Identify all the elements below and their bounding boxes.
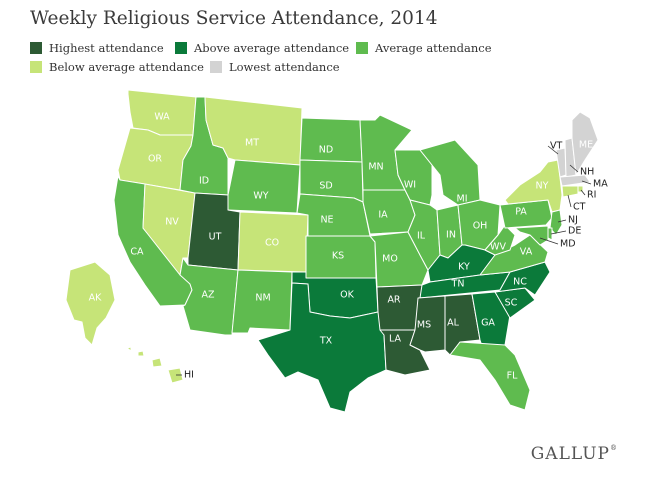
state-ct [561, 185, 579, 198]
state-label-nd: ND [319, 145, 333, 156]
brand-mark: ® [610, 444, 618, 452]
state-wv [484, 224, 516, 256]
state-ny [504, 159, 563, 213]
legend-item-highest: Highest attendance [30, 41, 164, 55]
state-shapes [65, 89, 599, 413]
gallup-logo: GALLUP® [531, 444, 618, 464]
leader-line-vt [547, 145, 559, 155]
state-label-sd: SD [319, 181, 332, 192]
state-ma [559, 174, 591, 187]
leader-line-nj [557, 219, 567, 223]
leader-line-ri [580, 189, 586, 196]
state-label-wi: WI [404, 180, 416, 191]
state-label-tx: TX [319, 336, 333, 347]
state-label-ri: RI [587, 190, 596, 201]
state-label-mn: MN [368, 162, 383, 173]
state-label-nc: NC [513, 277, 527, 288]
legend-swatch-average [356, 42, 368, 54]
state-label-nh: NH [580, 167, 594, 178]
state-label-az: AZ [201, 290, 214, 301]
state-label-ar: AR [387, 295, 400, 306]
state-label-pa: PA [515, 207, 527, 218]
legend-swatch-lowest [210, 61, 222, 73]
legend-label-above: Above average attendance [194, 41, 350, 55]
state-nj [549, 209, 563, 236]
state-label-ut: UT [209, 232, 222, 243]
state-label-ca: CA [130, 247, 144, 258]
state-md [514, 225, 549, 246]
legend-swatch-above [175, 42, 187, 54]
state-label-nj: NJ [568, 215, 578, 226]
leader-line-md [539, 237, 559, 245]
state-label-il: IL [417, 231, 426, 242]
state-labels: WA OR CA NV ID MT WY UT CO AZ NM ND SD NE KS OK TX MN IA MO… [89, 112, 609, 382]
state-label-md: MD [560, 239, 576, 250]
state-label-ks: KS [332, 251, 344, 262]
state-tx [257, 282, 387, 413]
state-fl [449, 341, 531, 411]
state-label-tn: TN [451, 279, 465, 290]
state-label-oh: OH [473, 221, 488, 232]
legend-label-below: Below average attendance [49, 60, 204, 74]
leader-line-ct [567, 194, 572, 208]
legend-swatch-below [30, 61, 42, 73]
state-label-sc: SC [505, 298, 518, 309]
state-label-de: DE [568, 226, 581, 237]
legend-label-average: Average attendance [375, 41, 492, 55]
legend: Highest attendance Above average attenda… [30, 41, 630, 77]
state-label-id: ID [199, 176, 209, 187]
legend-label-lowest: Lowest attendance [229, 60, 340, 74]
state-label-ma: MA [593, 179, 608, 190]
leader-line-de [550, 230, 567, 235]
state-label-fl: FL [507, 371, 518, 382]
state-label-me: ME [579, 140, 593, 151]
state-label-mi: MI [457, 194, 468, 205]
brand-name: GALLUP [530, 444, 610, 464]
state-ak [65, 261, 116, 346]
state-label-ct: CT [573, 202, 586, 213]
state-label-co: CO [265, 238, 279, 249]
state-label-wa: WA [154, 112, 170, 123]
label-leaders [176, 145, 592, 376]
state-label-ia: IA [378, 210, 388, 221]
state-label-vt: VT [550, 141, 562, 152]
state-label-la: LA [389, 334, 402, 345]
state-label-mt: MT [245, 138, 259, 149]
map-title: Weekly Religious Service Attendance, 201… [30, 8, 438, 29]
state-label-ga: GA [481, 318, 495, 329]
state-label-in: IN [446, 230, 456, 241]
state-wy [227, 159, 301, 214]
legend-item-average: Average attendance [356, 41, 492, 55]
state-label-mo: MO [382, 254, 398, 265]
state-label-or: OR [148, 154, 162, 165]
state-label-va: VA [520, 247, 533, 258]
state-label-ky: KY [458, 262, 470, 273]
state-me [571, 111, 599, 176]
legend-item-lowest: Lowest attendance [210, 60, 340, 74]
state-label-ne: NE [320, 215, 333, 226]
state-label-al: AL [447, 318, 459, 329]
state-label-nm: NM [255, 293, 270, 304]
state-label-ms: MS [417, 320, 431, 331]
state-label-ny: NY [536, 181, 549, 192]
state-label-wy: WY [253, 191, 268, 202]
state-hi [126, 346, 184, 384]
legend-label-highest: Highest attendance [49, 41, 164, 55]
legend-item-below: Below average attendance [30, 60, 204, 74]
state-label-wv: WV [490, 242, 506, 253]
leader-line-ma [581, 180, 592, 185]
state-label-nv: NV [165, 217, 179, 228]
state-label-ak: AK [89, 293, 102, 304]
state-label-hi: HI [184, 370, 194, 381]
leader-line-nh [569, 164, 579, 173]
state-ia [362, 189, 416, 235]
legend-swatch-highest [30, 42, 42, 54]
legend-item-above: Above average attendance [175, 41, 349, 55]
state-label-ok: OK [340, 290, 354, 301]
